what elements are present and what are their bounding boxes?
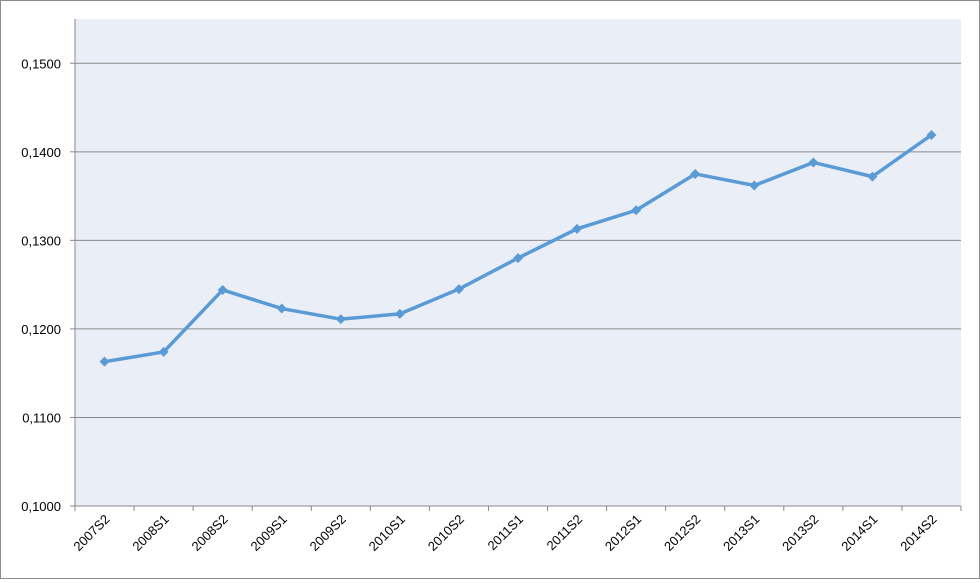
y-tick-label: 0,1500 [21, 56, 61, 71]
data-point [335, 314, 346, 325]
x-tick-label: 2014S2 [897, 512, 939, 554]
y-tick-label: 0,1200 [21, 322, 61, 337]
x-tick-label: 2010S1 [366, 512, 408, 554]
y-tick-label: 0,1300 [21, 233, 61, 248]
x-tick-label: 2011S2 [544, 512, 586, 554]
x-tick-label: 2012S1 [602, 512, 644, 554]
x-tick-label: 2009S1 [248, 512, 290, 554]
data-point [808, 157, 819, 168]
x-tick-label: 2013S2 [779, 512, 821, 554]
data-point [217, 284, 228, 295]
data-point [453, 284, 464, 295]
x-tick-label: 2009S2 [307, 512, 349, 554]
x-tick-label: 2007S2 [70, 512, 112, 554]
data-point [867, 171, 878, 182]
gridlines [70, 62, 961, 507]
y-tick-label: 0,1000 [21, 499, 61, 514]
x-tick-label: 2014S1 [838, 512, 880, 554]
x-tick-label: 2012S2 [661, 512, 703, 554]
data-point [99, 356, 110, 367]
data-point [513, 253, 523, 264]
x-tick-label: 2013S1 [720, 512, 762, 554]
data-point [572, 223, 583, 234]
data-point [926, 129, 937, 140]
data-point [394, 308, 405, 319]
data-point [158, 346, 169, 357]
data-point [690, 168, 701, 179]
x-tick-label: 2011S1 [485, 512, 527, 554]
data-point [276, 303, 287, 314]
y-axis-tick-labels: 0,1000 0,1100 0,1200 0,1300 0,1400 0,1500 [21, 56, 61, 514]
axes [74, 19, 962, 511]
series [99, 129, 937, 367]
x-axis-tick-labels: 2007S2 2008S1 2008S2 2009S1 2009S2 2010S1 2010… [70, 512, 939, 554]
x-tick-label: 2008S2 [188, 512, 230, 554]
data-point [749, 180, 760, 191]
y-tick-label: 0,1100 [22, 410, 61, 425]
x-tick-label: 2008S1 [129, 512, 171, 554]
data-point [631, 205, 642, 216]
x-tick-label: 2010S2 [425, 512, 467, 554]
y-tick-label: 0,1400 [21, 145, 61, 160]
